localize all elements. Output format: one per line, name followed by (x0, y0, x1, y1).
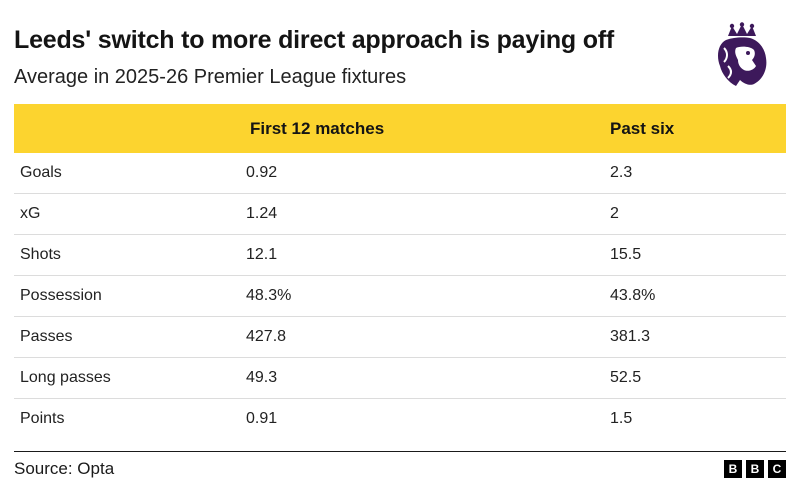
row-label: Passes (20, 328, 73, 345)
table-row: xG 1.24 2 (14, 194, 786, 235)
header-cell-first-12: First 12 matches (250, 118, 385, 138)
footer-divider (14, 451, 786, 452)
past-six-value: 2.3 (610, 164, 633, 181)
bbc-logo-letter: B (746, 460, 764, 478)
table-row: Long passes 49.3 52.5 (14, 358, 786, 399)
table-row: Possession 48.3% 43.8% (14, 276, 786, 317)
bbc-logo: B B C (724, 460, 786, 478)
row-label: Long passes (20, 369, 111, 386)
table-header: First 12 matches Past six (14, 104, 786, 153)
table-row: Passes 427.8 381.3 (14, 317, 786, 358)
bbc-logo-letter: B (724, 460, 742, 478)
bbc-logo-letter: C (768, 460, 786, 478)
past-six-value: 15.5 (610, 246, 642, 263)
first-12-value: 12.1 (246, 246, 278, 263)
past-six-value: 43.8% (610, 287, 656, 304)
first-12-value: 0.91 (246, 410, 278, 427)
chart-subtitle: Average in 2025-26 Premier League fixtur… (14, 66, 407, 88)
stats-table: First 12 matches Past six Goals 0.92 2.3 xG… (14, 104, 786, 439)
table-row: Points 0.91 1.5 (14, 399, 786, 439)
past-six-value: 52.5 (610, 369, 642, 386)
past-six-value: 381.3 (610, 328, 651, 345)
past-six-value: 2 (610, 205, 619, 222)
source-note: Source: Opta (14, 459, 115, 478)
first-12-value: 49.3 (246, 369, 278, 386)
row-label: Possession (20, 287, 102, 304)
table-body: Goals 0.92 2.3 xG 1.24 2 Shots 12.1 15.5 Possessi… (14, 153, 786, 439)
first-12-value: 427.8 (246, 328, 287, 345)
chart-title: Leeds' switch to more direct approach is… (14, 26, 615, 54)
row-label: Points (20, 410, 65, 427)
first-12-value: 1.24 (246, 205, 278, 222)
row-label: Goals (20, 164, 62, 181)
table-row: Shots 12.1 15.5 (14, 235, 786, 276)
premier-league-lion-icon (718, 22, 767, 86)
row-label: xG (20, 205, 41, 222)
first-12-value: 0.92 (246, 164, 278, 181)
table-row: Goals 0.92 2.3 (14, 153, 786, 194)
header-cell-past-six: Past six (610, 118, 675, 138)
row-label: Shots (20, 246, 61, 263)
past-six-value: 1.5 (610, 410, 633, 427)
first-12-value: 48.3% (246, 287, 292, 304)
